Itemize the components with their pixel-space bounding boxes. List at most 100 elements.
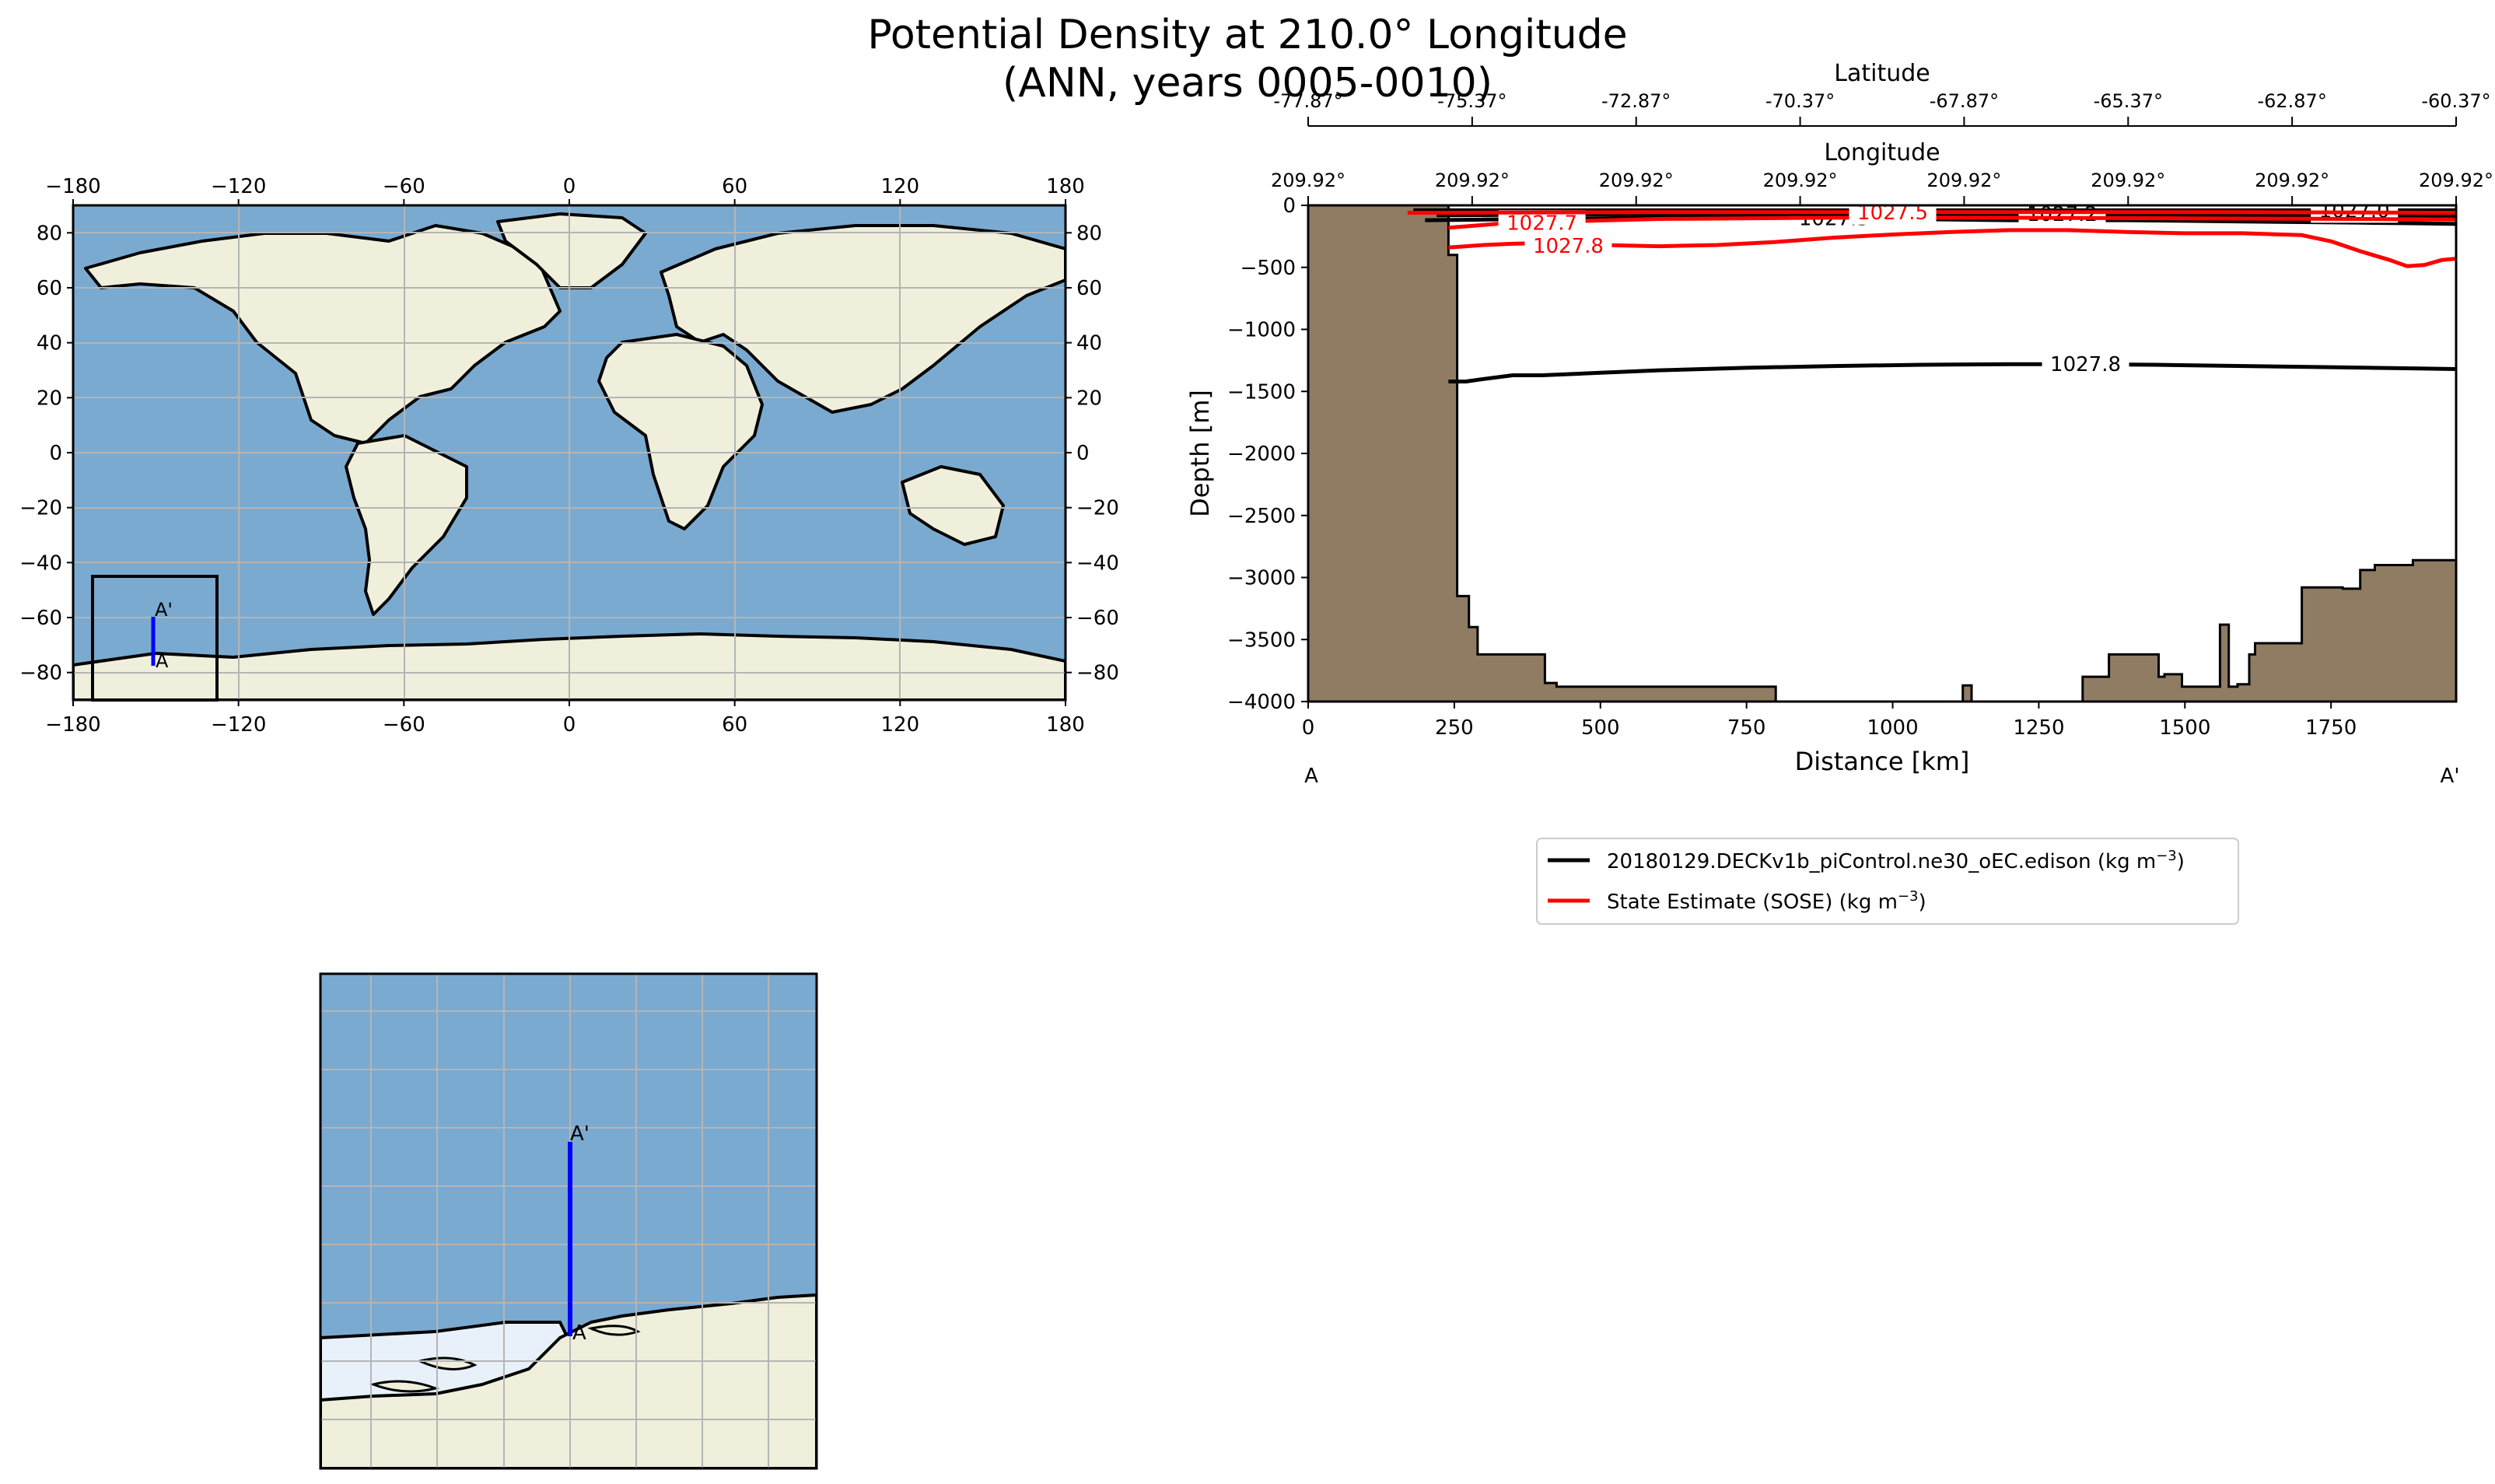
map-left-tick-label: −40	[19, 551, 62, 575]
map-top-tick-label: −60	[383, 175, 425, 198]
map-gridlines	[73, 205, 1066, 700]
model-contour-label: 1027.8	[2050, 353, 2121, 376]
latitude-ticks: -77.87° -75.37° -72.87° -70.37° -67.87° -65.3…	[1273, 90, 2491, 126]
y-tick-label: −3000	[1227, 567, 1296, 590]
y-tick-label: −2500	[1227, 505, 1296, 528]
x-tick-label: 750	[1727, 716, 1766, 740]
map-right-tick-label: −60	[1076, 607, 1119, 630]
legend-model-unit-close: )	[2177, 850, 2185, 873]
y-tick-label: −3500	[1227, 628, 1296, 652]
y-tick-label: −500	[1241, 257, 1296, 280]
legend-obs-name: State Estimate (SOSE)	[1607, 891, 1832, 914]
model-contour-label: 1027.2	[2027, 203, 2098, 226]
longitude-tick-label: 209.92°	[1435, 170, 1510, 191]
contour-label-mask	[1849, 205, 1937, 225]
section-frame	[1307, 204, 2458, 703]
x-tick-label: 250	[1435, 716, 1474, 740]
x-axis-label: Distance [km]	[1795, 747, 1970, 776]
map-left-tick-label: −60	[19, 607, 62, 630]
map-top-tick-label: −120	[211, 175, 266, 198]
map-left-tick-label: 40	[37, 332, 62, 355]
map-bottom-tick-label: −60	[383, 713, 425, 737]
figure-title-line2: (ANN, years 0005-0010)	[1003, 60, 1492, 107]
section-start-marker: A	[1304, 765, 1318, 788]
map-right-tick-label: 60	[1076, 277, 1102, 300]
longitude-tick-label: 209.92°	[2419, 170, 2493, 191]
latitude-tick-label: -60.37°	[2421, 90, 2490, 112]
y-tick-label: −1500	[1227, 380, 1296, 404]
legend-frame	[1536, 838, 2239, 925]
longitude-tick-label: 209.92°	[1763, 170, 1838, 191]
longitude-tick-label: 209.92°	[2091, 170, 2165, 191]
obs-contour-label: 1027.5	[1857, 201, 1928, 225]
contour-label-mask	[1524, 233, 1612, 258]
legend-obs-unit-close: )	[1919, 891, 1926, 914]
longitude-tick-label: 209.92°	[1599, 170, 1674, 191]
map-left-tick-label: 80	[37, 222, 62, 245]
legend-model-name: 20180129.DECKv1b_piControl.ne30_oEC.edis…	[1607, 850, 2091, 873]
map-top-tick-label: 180	[1046, 175, 1085, 198]
y-tick-label: 0	[1282, 194, 1296, 218]
longitude-ticks: 209.92° 209.92° 209.92° 209.92° 209.92° 209.9…	[1271, 170, 2493, 205]
section-start-label: A	[156, 650, 169, 672]
north-america	[84, 224, 562, 445]
longitude-tick-label: 209.92°	[1271, 170, 1345, 191]
y-tick-label: −4000	[1227, 691, 1296, 714]
x-tick-label: 1500	[2159, 716, 2210, 740]
inset-section-end-label: A'	[570, 1122, 590, 1146]
inset-section-start-label: A	[572, 1321, 586, 1345]
australia	[901, 465, 1005, 546]
map-bottom-tick-label: 120	[881, 713, 920, 737]
x-tick-label: 1000	[1867, 716, 1918, 740]
y-tick-label: −1000	[1227, 319, 1296, 342]
map-left-tick-label: −80	[19, 662, 62, 685]
latitude-axis-label: Latitude	[1834, 60, 1930, 87]
map-left-ticks: 80 60 40 20 0 −20 −40 −60 −80	[19, 222, 73, 685]
x-tick-label: 1250	[2013, 716, 2064, 740]
longitude-tick-label: 209.92°	[2255, 170, 2329, 191]
latitude-tick-label: -62.87°	[2257, 90, 2326, 112]
eurasia	[660, 224, 1066, 414]
latitude-tick-label: -65.37°	[2094, 90, 2163, 112]
legend-model-unit-exp: −3	[2156, 848, 2177, 864]
x-tick-label: 500	[1581, 716, 1620, 740]
legend-model-label: 20180129.DECKv1b_piControl.ne30_oEC.edis…	[1607, 848, 2185, 873]
obs-contour-label: 1027.7	[1506, 212, 1577, 235]
map-bottom-tick-label: 60	[722, 713, 747, 737]
world-map-panel: A A' −180 −120 −60 0 60 120 180 −180 −120 −60 0 60…	[19, 175, 1119, 737]
obs-contour-label: 1027.8	[1533, 235, 1604, 258]
map-left-tick-label: 0	[49, 442, 62, 465]
map-right-tick-label: −80	[1076, 662, 1119, 685]
obs-contour-1027.5	[1407, 210, 2456, 215]
inset-land	[320, 1293, 817, 1468]
contour-label-mask	[2042, 352, 2129, 377]
map-bottom-ticks: −180 −120 −60 0 60 120 180	[45, 700, 1085, 737]
x-tick-label: 0	[1302, 716, 1315, 740]
latitude-tick-label: -70.37°	[1765, 90, 1835, 112]
longitude-tick-label: 209.92°	[1926, 170, 2001, 191]
legend-obs-unit: (kg m	[1839, 891, 1898, 914]
map-right-tick-label: −40	[1076, 551, 1119, 575]
section-end-marker: A'	[2441, 765, 2460, 788]
inset-frame	[319, 972, 818, 1470]
map-bottom-tick-label: −180	[45, 713, 100, 737]
latitude-tick-label: -77.87°	[1273, 90, 1342, 112]
map-right-tick-label: 0	[1076, 442, 1090, 465]
latitude-tick-label: -75.37°	[1437, 90, 1506, 112]
map-top-tick-label: −180	[45, 175, 100, 198]
map-right-ticks: 80 60 40 20 0 −20 −40 −60 −80	[1066, 222, 1119, 685]
y-tick-label: −2000	[1227, 443, 1296, 466]
latitude-tick-label: -72.87°	[1601, 90, 1671, 112]
bathymetry-fill	[1308, 205, 2456, 702]
map-bottom-tick-label: 180	[1046, 713, 1085, 737]
map-bottom-tick-label: −120	[211, 713, 266, 737]
map-bottom-tick-label: 0	[563, 713, 576, 737]
map-right-tick-label: 20	[1076, 387, 1102, 410]
map-left-tick-label: 20	[37, 387, 62, 410]
legend: 20180129.DECKv1b_piControl.ne30_oEC.edis…	[1536, 838, 2239, 925]
latitude-tick-label: -67.87°	[1930, 90, 1999, 112]
map-top-tick-label: 120	[881, 175, 920, 198]
